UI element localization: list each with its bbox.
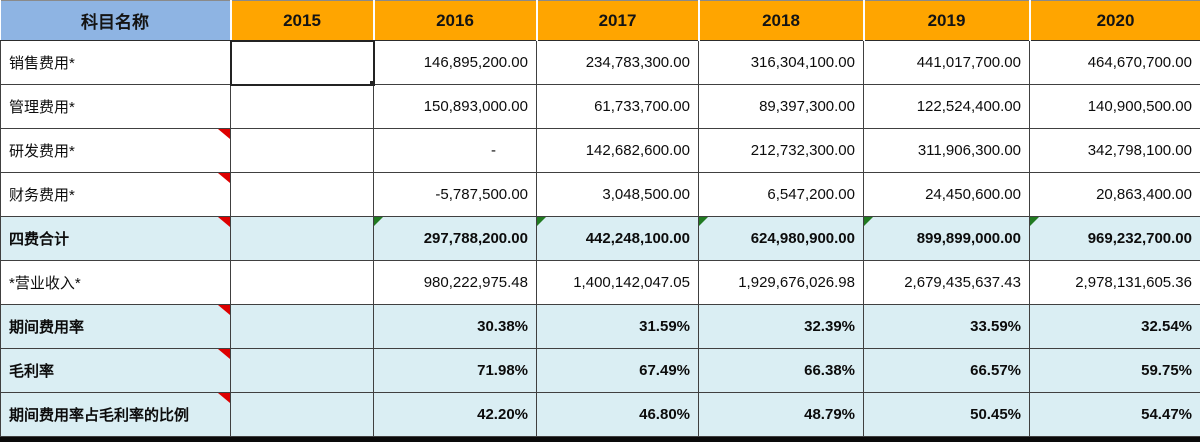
cell-r1-c1[interactable]: 150,893,000.00 bbox=[374, 85, 537, 129]
cell-r4-c4[interactable]: 899,899,000.00 bbox=[864, 217, 1030, 261]
cell-r2-c3[interactable]: 212,732,300.00 bbox=[699, 129, 864, 173]
row-label-cell-r6[interactable]: 期间费用率 bbox=[1, 305, 231, 349]
table-bottom-border bbox=[0, 437, 1200, 442]
formula-marker-icon bbox=[864, 217, 873, 226]
cell-r2-c1[interactable]: - bbox=[374, 129, 537, 173]
cell-r7-c0[interactable] bbox=[231, 349, 374, 393]
column-header-year-2017[interactable]: 2017 bbox=[537, 1, 699, 41]
column-header-subject[interactable]: 科目名称 bbox=[1, 1, 231, 41]
cell-r0-c4[interactable]: 441,017,700.00 bbox=[864, 41, 1030, 85]
formula-marker-icon bbox=[1030, 217, 1039, 226]
cell-r1-c0[interactable] bbox=[231, 85, 374, 129]
comment-marker-icon bbox=[218, 217, 230, 227]
cell-r4-c5[interactable]: 969,232,700.00 bbox=[1030, 217, 1200, 261]
cell-r4-c3[interactable]: 624,980,900.00 bbox=[699, 217, 864, 261]
cell-r3-c4[interactable]: 24,450,600.00 bbox=[864, 173, 1030, 217]
cell-r2-c0[interactable] bbox=[231, 129, 374, 173]
comment-marker-icon bbox=[218, 393, 230, 403]
row-label-cell-r1[interactable]: 管理费用* bbox=[1, 85, 231, 129]
table-row: 期间费用率占毛利率的比例 42.20%46.80%48.79%50.45%54.4… bbox=[1, 393, 1200, 437]
cell-r5-c4[interactable]: 2,679,435,637.43 bbox=[864, 261, 1030, 305]
row-label-cell-r8[interactable]: 期间费用率占毛利率的比例 bbox=[1, 393, 231, 437]
cell-r0-c2[interactable]: 234,783,300.00 bbox=[537, 41, 699, 85]
cell-r3-c3[interactable]: 6,547,200.00 bbox=[699, 173, 864, 217]
cell-r8-c3[interactable]: 48.79% bbox=[699, 393, 864, 437]
column-header-year-2020[interactable]: 2020 bbox=[1030, 1, 1200, 41]
cell-r4-c0[interactable] bbox=[231, 217, 374, 261]
column-header-year-2016[interactable]: 2016 bbox=[374, 1, 537, 41]
cell-r7-c4[interactable]: 66.57% bbox=[864, 349, 1030, 393]
selected-cell[interactable] bbox=[231, 41, 374, 85]
cell-r6-c2[interactable]: 31.59% bbox=[537, 305, 699, 349]
cell-r2-c4[interactable]: 311,906,300.00 bbox=[864, 129, 1030, 173]
formula-marker-icon bbox=[374, 217, 383, 226]
cell-r6-c3[interactable]: 32.39% bbox=[699, 305, 864, 349]
cell-r0-c1[interactable]: 146,895,200.00 bbox=[374, 41, 537, 85]
row-label-cell-r3[interactable]: 财务费用* bbox=[1, 173, 231, 217]
cell-r3-c1[interactable]: -5,787,500.00 bbox=[374, 173, 537, 217]
cell-r8-c5[interactable]: 54.47% bbox=[1030, 393, 1200, 437]
cell-r5-c1[interactable]: 980,222,975.48 bbox=[374, 261, 537, 305]
cell-r5-c5[interactable]: 2,978,131,605.36 bbox=[1030, 261, 1200, 305]
cell-r4-c2[interactable]: 442,248,100.00 bbox=[537, 217, 699, 261]
row-label-cell-r7[interactable]: 毛利率 bbox=[1, 349, 231, 393]
cell-r6-c4[interactable]: 33.59% bbox=[864, 305, 1030, 349]
comment-marker-icon bbox=[218, 305, 230, 315]
column-header-year-2018[interactable]: 2018 bbox=[699, 1, 864, 41]
cell-r1-c2[interactable]: 61,733,700.00 bbox=[537, 85, 699, 129]
cell-r3-c2[interactable]: 3,048,500.00 bbox=[537, 173, 699, 217]
row-label-cell-r4[interactable]: 四费合计 bbox=[1, 217, 231, 261]
cell-r8-c0[interactable] bbox=[231, 393, 374, 437]
row-label-cell-r5[interactable]: *营业收入* bbox=[1, 261, 231, 305]
cell-r6-c1[interactable]: 30.38% bbox=[374, 305, 537, 349]
cell-r7-c1[interactable]: 71.98% bbox=[374, 349, 537, 393]
table-row: 期间费用率 30.38%31.59%32.39%33.59%32.54% bbox=[1, 305, 1200, 349]
cell-r5-c2[interactable]: 1,400,142,047.05 bbox=[537, 261, 699, 305]
cell-r8-c2[interactable]: 46.80% bbox=[537, 393, 699, 437]
cell-r0-c3[interactable]: 316,304,100.00 bbox=[699, 41, 864, 85]
cell-r2-c5[interactable]: 342,798,100.00 bbox=[1030, 129, 1200, 173]
cell-r1-c4[interactable]: 122,524,400.00 bbox=[864, 85, 1030, 129]
cell-r5-c3[interactable]: 1,929,676,026.98 bbox=[699, 261, 864, 305]
cell-r2-c2[interactable]: 142,682,600.00 bbox=[537, 129, 699, 173]
cell-r4-c1[interactable]: 297,788,200.00 bbox=[374, 217, 537, 261]
formula-marker-icon bbox=[537, 217, 546, 226]
cell-r7-c2[interactable]: 67.49% bbox=[537, 349, 699, 393]
cell-r1-c5[interactable]: 140,900,500.00 bbox=[1030, 85, 1200, 129]
cell-r5-c0[interactable] bbox=[231, 261, 374, 305]
cell-r3-c5[interactable]: 20,863,400.00 bbox=[1030, 173, 1200, 217]
cell-r6-c0[interactable] bbox=[231, 305, 374, 349]
cell-r6-c5[interactable]: 32.54% bbox=[1030, 305, 1200, 349]
column-header-year-2015[interactable]: 2015 bbox=[231, 1, 374, 41]
cell-r1-c3[interactable]: 89,397,300.00 bbox=[699, 85, 864, 129]
cell-r8-c1[interactable]: 42.20% bbox=[374, 393, 537, 437]
comment-marker-icon bbox=[218, 173, 230, 183]
cell-r0-c5[interactable]: 464,670,700.00 bbox=[1030, 41, 1200, 85]
cell-r7-c5[interactable]: 59.75% bbox=[1030, 349, 1200, 393]
row-label-cell-r2[interactable]: 研发费用* bbox=[1, 129, 231, 173]
cell-r7-c3[interactable]: 66.38% bbox=[699, 349, 864, 393]
cell-r8-c4[interactable]: 50.45% bbox=[864, 393, 1030, 437]
column-header-year-2019[interactable]: 2019 bbox=[864, 1, 1030, 41]
fill-handle[interactable] bbox=[369, 80, 374, 85]
row-label-cell-r0[interactable]: 销售费用* bbox=[1, 41, 231, 85]
table-row: 毛利率 71.98%67.49%66.38%66.57%59.75% bbox=[1, 349, 1200, 393]
formula-marker-icon bbox=[699, 217, 708, 226]
comment-marker-icon bbox=[218, 129, 230, 139]
cell-r3-c0[interactable] bbox=[231, 173, 374, 217]
comment-marker-icon bbox=[218, 349, 230, 359]
